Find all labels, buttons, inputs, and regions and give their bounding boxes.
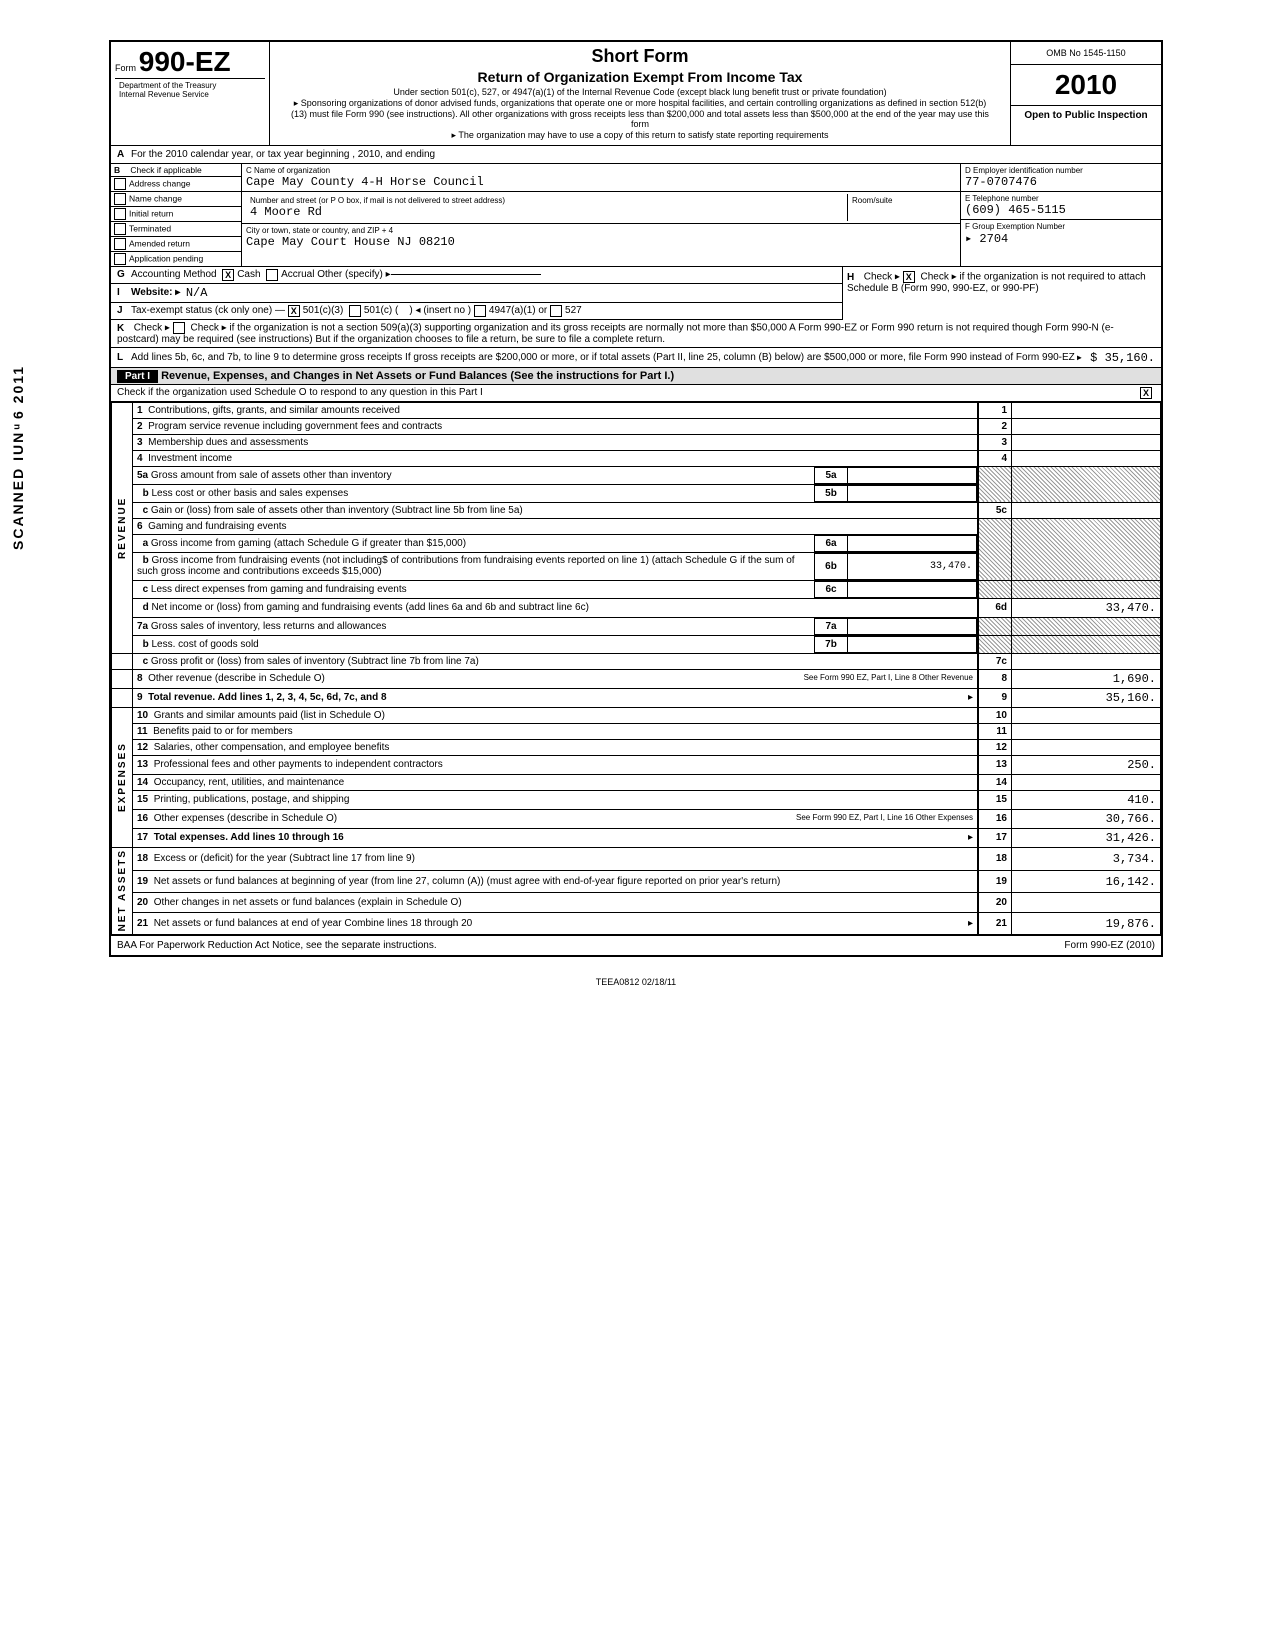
line-8-value: 1,690. <box>1012 669 1161 688</box>
ein: 77-0707476 <box>965 175 1037 189</box>
group-exemption: ▸ 2704 <box>965 232 1008 246</box>
line-13-value: 250. <box>1012 755 1161 774</box>
accrual-checkbox[interactable] <box>266 269 278 281</box>
part-1-check: Check if the organization used Schedule … <box>111 385 1161 402</box>
phone: (609) 465-5115 <box>965 203 1066 217</box>
addr-label: Number and street (or P O box, if mail i… <box>250 196 843 205</box>
row-k-509a3: K Check ▸ Check ▸ if the organization is… <box>111 320 1161 348</box>
e-label: E Telephone number <box>965 194 1157 203</box>
net-assets-label: NET ASSETS <box>112 847 133 934</box>
schedule-b-checkbox[interactable] <box>903 271 915 283</box>
form-footer: BAA For Paperwork Reduction Act Notice, … <box>111 935 1161 955</box>
org-address: 4 Moore Rd <box>250 205 322 219</box>
part-1-title: Revenue, Expenses, and Changes in Net As… <box>161 370 674 382</box>
omb-number: OMB No 1545-1150 <box>1011 42 1161 65</box>
application-pending-checkbox[interactable] <box>114 253 126 265</box>
501c-checkbox[interactable] <box>349 305 361 317</box>
baa-notice: BAA For Paperwork Reduction Act Notice, … <box>117 940 437 951</box>
note-1: ▸ Sponsoring organizations of donor advi… <box>290 98 990 130</box>
part-1-header: Part I Revenue, Expenses, and Changes in… <box>111 368 1161 385</box>
form-number-box: Form 990-EZ Department of the Treasury I… <box>111 42 270 145</box>
name-change-checkbox[interactable] <box>114 193 126 205</box>
short-form-title: Short Form <box>290 46 990 67</box>
total-revenue: 35,160. <box>1012 688 1161 707</box>
cash-checkbox[interactable] <box>222 269 234 281</box>
scanned-stamp: SCANNED IUN ͧ 6 2011 <box>10 365 26 550</box>
line-21-value: 19,876. <box>1012 912 1161 935</box>
total-expenses: 31,426. <box>1012 828 1161 847</box>
return-subtitle: Return of Organization Exempt From Incom… <box>290 69 990 85</box>
terminated-checkbox[interactable] <box>114 223 126 235</box>
501c3-checkbox[interactable] <box>288 305 300 317</box>
amended-checkbox[interactable] <box>114 238 126 250</box>
section-b-identity: B Check if applicable Address change Nam… <box>111 164 1161 267</box>
check-if-applicable: B Check if applicable Address change Nam… <box>111 164 242 266</box>
form-prefix: Form <box>115 63 136 73</box>
bottom-code: TEEA0812 02/18/11 <box>40 957 1232 1007</box>
org-name: Cape May County 4-H Horse Council <box>246 175 484 189</box>
line-18-value: 3,734. <box>1012 847 1161 870</box>
dept-treasury: Department of the Treasury Internal Reve… <box>115 78 265 101</box>
address-change-checkbox[interactable] <box>114 178 126 190</box>
under-section: Under section 501(c), 527, or 4947(a)(1)… <box>290 87 990 98</box>
form-990ez: Form 990-EZ Department of the Treasury I… <box>109 40 1163 957</box>
right-info: D Employer identification number 77-0707… <box>961 164 1161 266</box>
row-g-accounting: G Accounting Method Cash Accrual Other (… <box>111 267 842 284</box>
note-2: ▸ The organization may have to use a cop… <box>290 130 990 141</box>
row-j-tax-exempt: J Tax-exempt status (ck only one) — 501(… <box>111 303 842 320</box>
gross-receipts-amount: ▸ $ 35,160. <box>1076 350 1155 365</box>
schedule-o-checkbox[interactable] <box>1140 387 1152 399</box>
row-a-calendar-year: AFor the 2010 calendar year, or tax year… <box>111 146 1161 164</box>
line-19-value: 16,142. <box>1012 870 1161 893</box>
revenue-table: REVENUE 1 Contributions, gifts, grants, … <box>111 402 1161 935</box>
row-i-website: I Website: ▸ N/A <box>111 284 842 303</box>
4947a1-checkbox[interactable] <box>474 305 486 317</box>
line-6b-value: 33,470. <box>848 553 977 579</box>
part-1-label: Part I <box>117 370 158 383</box>
expenses-label: EXPENSES <box>112 707 133 847</box>
room-suite: Room/suite <box>848 194 956 221</box>
org-info: C Name of organization Cape May County 4… <box>242 164 961 266</box>
line-16-value: 30,766. <box>1012 809 1161 828</box>
form-footer-right: Form 990-EZ (2010) <box>1064 940 1155 951</box>
line-15-value: 410. <box>1012 790 1161 809</box>
row-h-schedule-b: H Check ▸ Check ▸ if the organization is… <box>842 267 1161 320</box>
revenue-label: REVENUE <box>112 402 133 653</box>
org-city: Cape May Court House NJ 08210 <box>246 235 455 249</box>
form-title-block: Short Form Return of Organization Exempt… <box>270 42 1010 145</box>
public-inspection: Open to Public Inspection <box>1011 106 1161 125</box>
form-number: 990-EZ <box>139 46 231 77</box>
row-l-gross-receipts: L Add lines 5b, 6c, and 7b, to line 9 to… <box>111 348 1161 368</box>
f-label: F Group Exemption Number <box>965 222 1157 231</box>
line-6d-value: 33,470. <box>1012 598 1161 617</box>
city-label: City or town, state or country, and ZIP … <box>246 226 956 235</box>
c-label: C Name of organization <box>246 166 956 175</box>
initial-return-checkbox[interactable] <box>114 208 126 220</box>
d-label: D Employer identification number <box>965 166 1157 175</box>
tax-year: 2010 <box>1011 65 1161 106</box>
form-header: Form 990-EZ Department of the Treasury I… <box>111 42 1161 146</box>
509a3-checkbox[interactable] <box>173 322 185 334</box>
right-header-box: OMB No 1545-1150 2010 Open to Public Ins… <box>1010 42 1161 145</box>
527-checkbox[interactable] <box>550 305 562 317</box>
